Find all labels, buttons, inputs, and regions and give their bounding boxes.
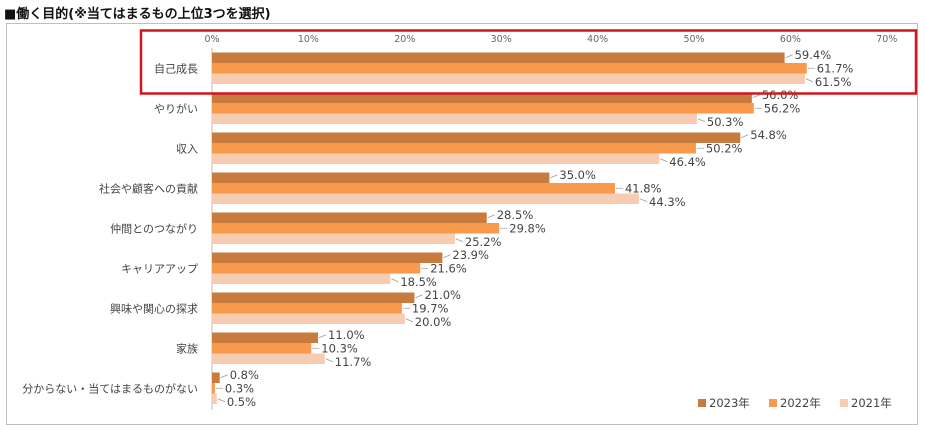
- bar-2022年: [212, 223, 500, 234]
- legend-swatch: [840, 399, 848, 407]
- bar-2022年: [212, 383, 215, 394]
- data-label-leader: [639, 198, 648, 203]
- data-label: 10.3%: [321, 341, 358, 355]
- data-label: 25.2%: [465, 235, 502, 249]
- highlight-box: [139, 29, 918, 95]
- x-tick-label: 10%: [298, 34, 319, 45]
- data-label: 21.6%: [430, 261, 467, 275]
- data-label-leader: [391, 278, 399, 283]
- data-label-leader: [318, 334, 327, 339]
- data-label-leader: [443, 254, 451, 259]
- data-label: 35.0%: [559, 168, 596, 182]
- bar-2023年: [212, 52, 785, 63]
- data-label-leader: [785, 54, 793, 59]
- data-label: 61.7%: [817, 61, 854, 75]
- category-label: 社会や顧客への貢献: [99, 181, 198, 195]
- bar-2021年: [212, 353, 325, 364]
- bar-2022年: [212, 343, 312, 354]
- bar-2021年: [212, 233, 455, 244]
- data-label-leader: [487, 214, 495, 219]
- data-label-leader: [660, 158, 668, 163]
- data-label: 0.3%: [225, 381, 254, 395]
- data-label-leader: [217, 398, 225, 403]
- bar-2023年: [212, 92, 752, 103]
- legend-swatch: [698, 399, 706, 407]
- legend-swatch: [769, 399, 777, 407]
- x-tick-label: 20%: [394, 34, 415, 45]
- bar-2022年: [212, 63, 807, 74]
- legend-label: 2021年: [851, 396, 892, 410]
- category-label: 収入: [176, 142, 198, 155]
- bar-2022年: [212, 103, 754, 114]
- data-label: 21.0%: [424, 288, 461, 302]
- data-label: 50.3%: [707, 115, 744, 129]
- data-label-leader: [752, 94, 760, 99]
- data-label-leader: [741, 134, 749, 139]
- bar-2021年: [212, 313, 405, 324]
- data-label-leader: [455, 238, 464, 243]
- bar-2022年: [212, 183, 615, 194]
- data-label: 23.9%: [452, 248, 489, 262]
- x-tick-label: 70%: [876, 34, 897, 45]
- category-label: 仲間とのつながり: [110, 221, 198, 235]
- data-label-leader: [550, 174, 558, 179]
- data-label: 20.0%: [415, 315, 452, 329]
- chart-title: ■働く目的(※当てはまるもの上位3つを選択): [4, 7, 271, 22]
- data-label-leader: [697, 118, 706, 123]
- data-label: 44.3%: [649, 195, 686, 209]
- data-label: 54.8%: [750, 128, 787, 142]
- bar-2023年: [212, 332, 319, 343]
- data-label: 29.8%: [509, 221, 546, 235]
- legend-label: 2022年: [780, 396, 821, 410]
- data-label-leader: [325, 358, 333, 363]
- data-label: 19.7%: [412, 301, 449, 315]
- x-tick-label: 50%: [683, 34, 704, 45]
- data-label: 56.2%: [764, 101, 801, 115]
- x-tick-label: 40%: [587, 34, 608, 45]
- bar-2023年: [212, 252, 443, 263]
- plot-frame: [6, 23, 918, 425]
- data-label: 18.5%: [400, 275, 437, 289]
- category-label: 自己成長: [154, 62, 198, 75]
- bar-2023年: [212, 212, 487, 223]
- data-label-leader: [405, 318, 413, 323]
- data-label: 0.8%: [230, 368, 259, 382]
- data-label: 50.2%: [706, 141, 743, 155]
- bar-2021年: [212, 273, 391, 284]
- bar-2021年: [212, 73, 805, 84]
- x-tick-label: 30%: [491, 34, 512, 45]
- bar-2023年: [212, 172, 550, 183]
- data-label: 41.8%: [625, 181, 662, 195]
- data-label-leader: [220, 374, 228, 379]
- bar-2023年: [212, 372, 220, 383]
- category-label: 興味や関心の探求: [110, 302, 198, 315]
- data-label: 0.5%: [227, 395, 256, 409]
- data-label-leader: [415, 294, 423, 299]
- category-label: 家族: [176, 341, 198, 355]
- category-label: やりがい: [154, 101, 198, 115]
- data-label: 11.0%: [328, 328, 365, 342]
- data-label: 11.7%: [335, 355, 372, 369]
- x-tick-label: 60%: [780, 34, 801, 45]
- x-tick-label: 0%: [204, 34, 219, 45]
- bar-2021年: [212, 393, 217, 404]
- data-label: 46.4%: [669, 155, 706, 169]
- bar-2023年: [212, 132, 741, 143]
- bar-2022年: [212, 303, 402, 314]
- bar-2021年: [212, 193, 640, 204]
- bar-2021年: [212, 153, 660, 164]
- data-label-leader: [805, 78, 813, 83]
- bar-2022年: [212, 263, 421, 274]
- category-label: キャリアアップ: [121, 262, 198, 275]
- data-label: 61.5%: [815, 75, 852, 89]
- bar-2023年: [212, 292, 415, 303]
- data-label: 59.4%: [795, 48, 832, 62]
- legend-label: 2023年: [709, 396, 750, 410]
- category-label: 分からない・当てはまるものがない: [22, 381, 198, 395]
- bar-2021年: [212, 113, 697, 124]
- data-label: 28.5%: [497, 208, 534, 222]
- bar-2022年: [212, 143, 696, 154]
